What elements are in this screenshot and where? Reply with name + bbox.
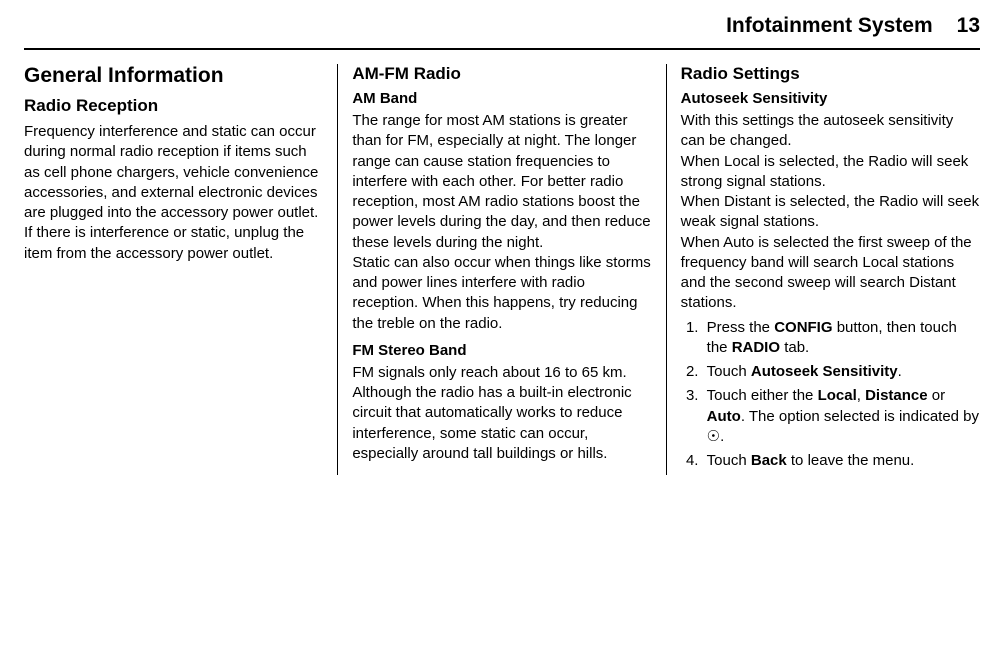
- step-2-text-a: Touch: [707, 363, 751, 380]
- subsection-heading-radio-settings: Radio Settings: [681, 64, 980, 84]
- step-4-text-c: to leave the menu.: [787, 452, 915, 469]
- step-3-bold-distance: Distance: [865, 387, 928, 404]
- step-3-text-g: . The option selected is indicated by: [741, 408, 979, 425]
- step-3-text-i: .: [720, 428, 724, 445]
- column-1: General Information Radio Reception Freq…: [24, 64, 337, 475]
- paragraph-am-band-1: The range for most AM stations is greate…: [352, 111, 651, 253]
- steps-list: Press the CONFIG button, then touch the …: [681, 318, 980, 472]
- step-3: Touch either the Local, Distance or Auto…: [703, 386, 980, 447]
- paragraph-autoseek-3: When Distant is selected, the Radio will…: [681, 192, 980, 233]
- header-title: Infotainment System: [726, 14, 933, 38]
- step-3-symbol-icon: ☉: [707, 428, 720, 445]
- paragraph-am-band-2: Static can also occur when things like s…: [352, 253, 651, 334]
- paragraph-autoseek-2: When Local is selected, the Radio will s…: [681, 152, 980, 193]
- page: Infotainment System 13 General Informati…: [0, 0, 1004, 670]
- subsubsection-heading-autoseek-sensitivity: Autoseek Sensitivity: [681, 90, 980, 107]
- section-heading-general-information: General Information: [24, 64, 323, 88]
- step-1-text-e: tab.: [780, 339, 809, 356]
- step-1-text-a: Press the: [707, 319, 775, 336]
- column-3: Radio Settings Autoseek Sensitivity With…: [667, 64, 980, 475]
- step-3-text-a: Touch either the: [707, 387, 818, 404]
- step-3-text-c: ,: [857, 387, 865, 404]
- step-3-bold-auto: Auto: [707, 408, 741, 425]
- paragraph-autoseek-1: With this settings the autoseek sensitiv…: [681, 111, 980, 152]
- step-3-bold-local: Local: [818, 387, 857, 404]
- paragraph-fm-stereo: FM signals only reach about 16 to 65 km.…: [352, 363, 651, 464]
- step-4-text-a: Touch: [707, 452, 751, 469]
- step-2-bold-autoseek: Autoseek Sensitivity: [751, 363, 898, 380]
- subsection-heading-am-fm-radio: AM-FM Radio: [352, 64, 651, 84]
- step-4: Touch Back to leave the menu.: [703, 451, 980, 471]
- page-number: 13: [957, 14, 980, 38]
- paragraph-radio-reception: Frequency interference and static can oc…: [24, 122, 323, 264]
- columns: General Information Radio Reception Freq…: [24, 64, 980, 475]
- column-2: AM-FM Radio AM Band The range for most A…: [337, 64, 666, 475]
- step-1-bold-radio: RADIO: [732, 339, 780, 356]
- subsubsection-heading-fm-stereo-band: FM Stereo Band: [352, 342, 651, 359]
- subsection-heading-radio-reception: Radio Reception: [24, 96, 323, 116]
- page-header: Infotainment System 13: [24, 10, 980, 50]
- subsubsection-heading-am-band: AM Band: [352, 90, 651, 107]
- step-4-bold-back: Back: [751, 452, 787, 469]
- step-3-text-e: or: [928, 387, 946, 404]
- paragraph-autoseek-4: When Auto is selected the first sweep of…: [681, 233, 980, 314]
- step-1: Press the CONFIG button, then touch the …: [703, 318, 980, 359]
- step-1-bold-config: CONFIG: [774, 319, 832, 336]
- step-2: Touch Autoseek Sensitivity.: [703, 362, 980, 382]
- step-2-text-c: .: [898, 363, 902, 380]
